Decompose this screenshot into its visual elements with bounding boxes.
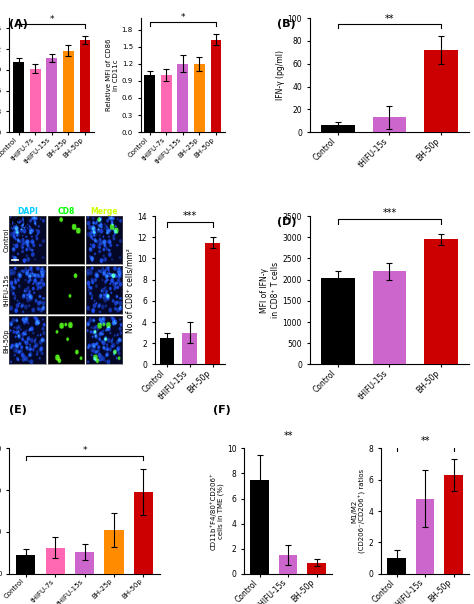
Bar: [279, 555, 298, 574]
Bar: [16, 555, 35, 574]
Text: *: *: [49, 14, 54, 24]
Text: (C): (C): [9, 217, 28, 228]
Text: *: *: [82, 446, 87, 455]
Bar: [444, 475, 463, 574]
Bar: [210, 40, 221, 132]
Bar: [373, 117, 406, 132]
Title: Merge: Merge: [91, 207, 118, 216]
Bar: [308, 562, 326, 574]
Bar: [387, 558, 406, 574]
Text: (E): (E): [9, 405, 27, 415]
Text: ***: ***: [182, 211, 197, 221]
Bar: [321, 278, 355, 364]
Bar: [373, 271, 406, 364]
Bar: [205, 243, 220, 364]
Y-axis label: No. of CD8⁺ cells/mm²: No. of CD8⁺ cells/mm²: [126, 248, 135, 333]
Bar: [416, 498, 434, 574]
Y-axis label: CD11b⁺F4/80⁺CD206⁺
cells in TME (%): CD11b⁺F4/80⁺CD206⁺ cells in TME (%): [210, 472, 224, 550]
Text: (B): (B): [277, 19, 296, 30]
Y-axis label: Control: Control: [4, 228, 9, 252]
Bar: [177, 64, 188, 132]
Bar: [424, 50, 458, 132]
Y-axis label: tHIFU-15s: tHIFU-15s: [4, 274, 9, 306]
Bar: [182, 333, 197, 364]
Bar: [13, 62, 24, 132]
Bar: [250, 480, 269, 574]
Text: (F): (F): [213, 405, 231, 415]
Text: **: **: [283, 431, 293, 441]
Y-axis label: M1/M2
(CD206⁻/CD206⁺) ratios: M1/M2 (CD206⁻/CD206⁺) ratios: [351, 469, 365, 553]
Y-axis label: MFI of IFN-γ
in CD8⁺ T cells: MFI of IFN-γ in CD8⁺ T cells: [260, 262, 280, 318]
Text: **: **: [385, 14, 394, 24]
Y-axis label: IFN-γ (pg/ml): IFN-γ (pg/ml): [275, 50, 284, 100]
Bar: [321, 125, 355, 132]
Text: **: **: [420, 435, 430, 446]
Bar: [46, 548, 64, 574]
Bar: [30, 69, 41, 132]
Bar: [46, 58, 57, 132]
Bar: [144, 75, 155, 132]
Text: (D): (D): [277, 217, 297, 228]
Bar: [104, 530, 124, 574]
Y-axis label: BH-50p: BH-50p: [4, 328, 9, 353]
Text: ***: ***: [382, 208, 397, 218]
Bar: [63, 51, 74, 132]
Bar: [134, 492, 153, 574]
Text: (A): (A): [9, 19, 28, 30]
Text: *: *: [181, 13, 185, 22]
Bar: [194, 64, 205, 132]
Y-axis label: Relative MFI of CD86
in CD11c: Relative MFI of CD86 in CD11c: [106, 39, 119, 111]
Bar: [80, 40, 91, 132]
Title: CD8: CD8: [57, 207, 74, 216]
Bar: [160, 338, 174, 364]
Title: DAPI: DAPI: [18, 207, 38, 216]
Bar: [161, 75, 172, 132]
Bar: [424, 239, 458, 364]
Bar: [75, 552, 94, 574]
